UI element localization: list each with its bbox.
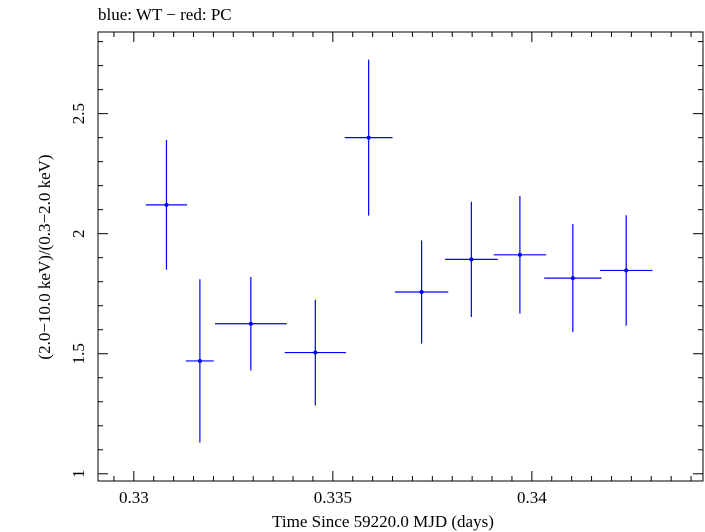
y-tick-label: 1 bbox=[69, 470, 88, 479]
data-point bbox=[215, 276, 287, 371]
data-marker bbox=[570, 276, 575, 281]
data-points bbox=[145, 59, 653, 443]
data-point bbox=[284, 299, 346, 406]
data-marker bbox=[419, 290, 424, 295]
data-point bbox=[445, 201, 498, 318]
data-marker bbox=[469, 257, 474, 262]
data-marker bbox=[366, 135, 371, 140]
data-point bbox=[544, 224, 602, 333]
data-marker bbox=[164, 202, 169, 207]
x-tick-label: 0.34 bbox=[517, 488, 547, 507]
y-tick-label: 1.5 bbox=[69, 343, 88, 364]
x-tick-label: 0.335 bbox=[314, 488, 352, 507]
data-point bbox=[394, 240, 449, 344]
y-tick-label: 2 bbox=[69, 229, 88, 238]
y-tick-label: 2.5 bbox=[69, 103, 88, 124]
y-axis-label: (2.0−10.0 keV)/(0.3−2.0 keV) bbox=[35, 154, 54, 359]
data-point bbox=[493, 195, 547, 314]
data-marker bbox=[624, 268, 629, 273]
data-marker bbox=[248, 321, 253, 326]
data-point bbox=[185, 279, 214, 443]
data-point bbox=[145, 140, 188, 270]
data-point bbox=[599, 215, 653, 326]
data-marker bbox=[197, 358, 202, 363]
x-axis-label: Time Since 59220.0 MJD (days) bbox=[272, 512, 494, 531]
data-marker bbox=[517, 252, 522, 257]
axis-ticks: 0.33 0.335 0.34 1 1.5 2 2.5 bbox=[69, 32, 703, 507]
x-tick-label: 0.33 bbox=[119, 488, 149, 507]
plot-frame bbox=[97, 31, 704, 482]
data-point bbox=[344, 59, 393, 216]
data-marker bbox=[313, 350, 318, 355]
chart-title: blue: WT − red: PC bbox=[98, 5, 232, 24]
